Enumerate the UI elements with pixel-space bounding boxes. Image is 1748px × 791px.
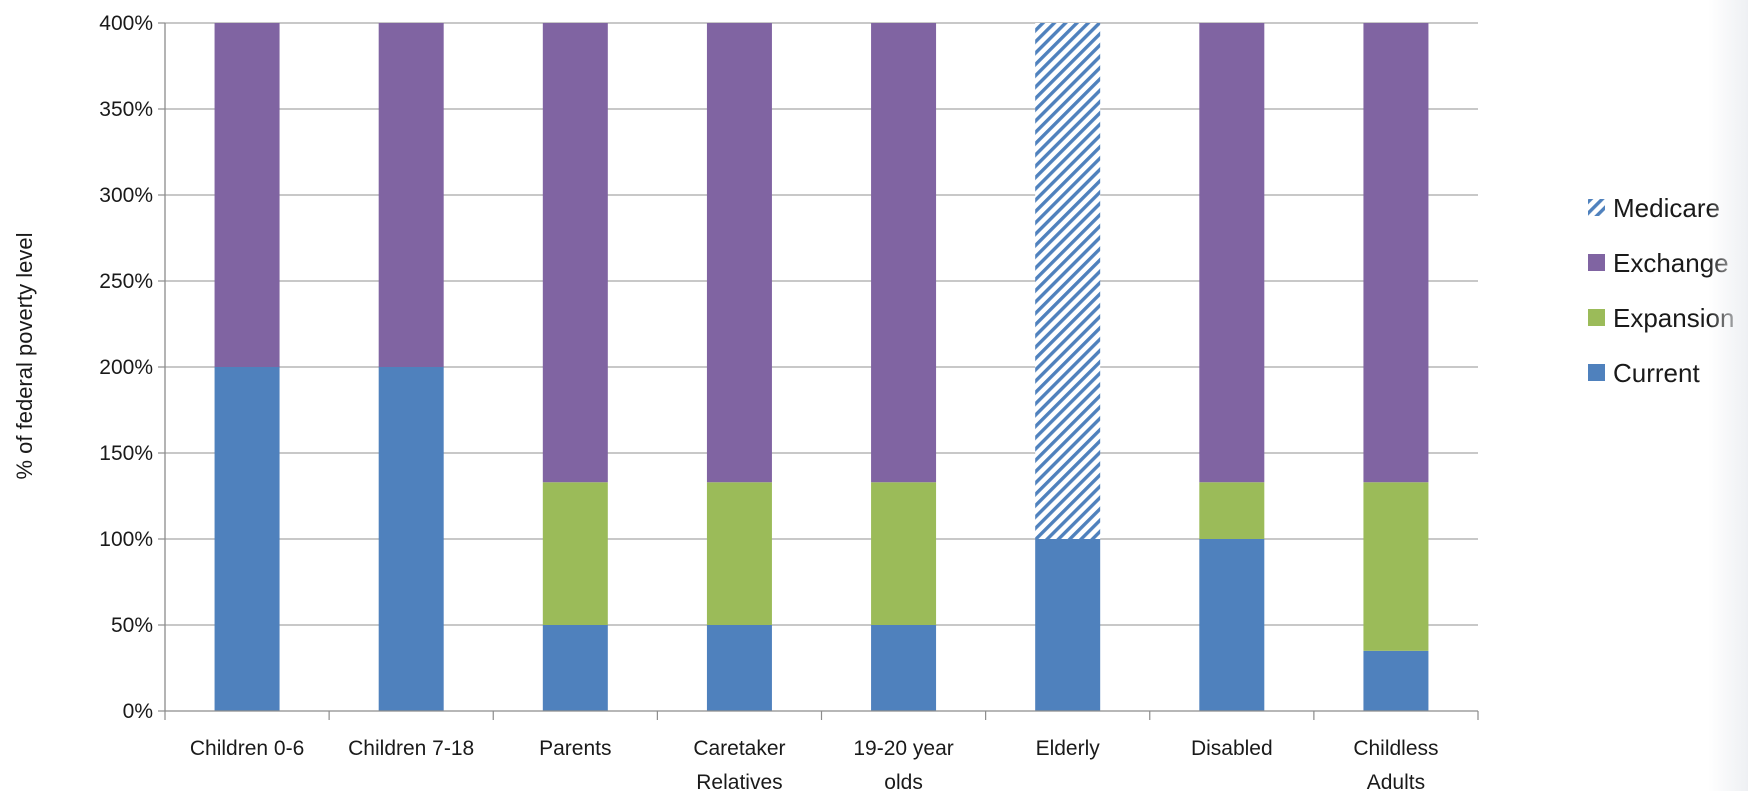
bar-expansion-4 — [871, 482, 937, 625]
bar-exchange-1 — [378, 23, 444, 367]
x-tick-label: Children 0-6 — [190, 737, 304, 760]
x-tick-label: Children 7-18 — [348, 737, 474, 760]
bar-expansion-6 — [1199, 482, 1265, 539]
bar-current-5 — [1035, 539, 1101, 711]
legend-swatch-medicare — [1588, 199, 1605, 216]
bar-exchange-7 — [1363, 23, 1429, 483]
legend-swatch-current — [1588, 364, 1605, 381]
y-tick-label: 200% — [99, 356, 153, 379]
bars — [214, 23, 1429, 711]
bar-exchange-6 — [1199, 23, 1265, 483]
y-tick-label: 50% — [111, 614, 153, 637]
x-tick-labels: Children 0-6 Children 7-18 Parents Caretake… — [190, 737, 1439, 791]
bar-expansion-2 — [542, 482, 608, 625]
legend-swatch-exchange — [1588, 254, 1605, 271]
bar-expansion-7 — [1363, 482, 1429, 651]
bar-exchange-2 — [542, 23, 608, 483]
x-tick-label: Parents — [539, 737, 611, 760]
y-tick-label: 400% — [99, 12, 153, 35]
y-tick-label: 0% — [123, 700, 153, 723]
x-tick-label: Elderly — [1036, 737, 1101, 760]
bar-current-1 — [378, 367, 444, 711]
bar-exchange-3 — [706, 23, 772, 483]
x-tick-label: Disabled — [1191, 737, 1273, 760]
x-tick-label: Childless Adults — [1353, 737, 1438, 791]
edge-shading — [1708, 0, 1748, 791]
legend-label-medicare: Medicare — [1613, 193, 1720, 223]
y-tick-label: 150% — [99, 442, 153, 465]
y-tick-label: 300% — [99, 184, 153, 207]
gridlines — [158, 22, 1478, 712]
legend-label-current: Current — [1613, 358, 1700, 388]
legend-swatch-expansion — [1588, 309, 1605, 326]
y-tick-labels: 0% 50% 100% 150% 200% 250% 300% 350% 400% — [99, 12, 153, 723]
bar-current-2 — [542, 625, 608, 711]
y-tick-label: 100% — [99, 528, 153, 551]
bar-expansion-3 — [706, 482, 772, 625]
bar-current-3 — [706, 625, 772, 711]
y-tick-label: 350% — [99, 98, 153, 121]
bar-medicare-5 — [1035, 23, 1101, 539]
bar-current-0 — [214, 367, 280, 711]
bar-current-4 — [871, 625, 937, 711]
y-tick-label: 250% — [99, 270, 153, 293]
y-axis-label: % of federal poverty level — [12, 232, 37, 479]
x-tick-label: 19-20 year olds — [853, 737, 953, 791]
bar-current-7 — [1363, 650, 1429, 711]
bar-exchange-4 — [871, 23, 937, 483]
bar-current-6 — [1199, 539, 1265, 711]
axes — [164, 23, 1479, 720]
bar-exchange-0 — [214, 23, 280, 367]
x-tick-label: Caretaker Relatives — [693, 737, 785, 791]
